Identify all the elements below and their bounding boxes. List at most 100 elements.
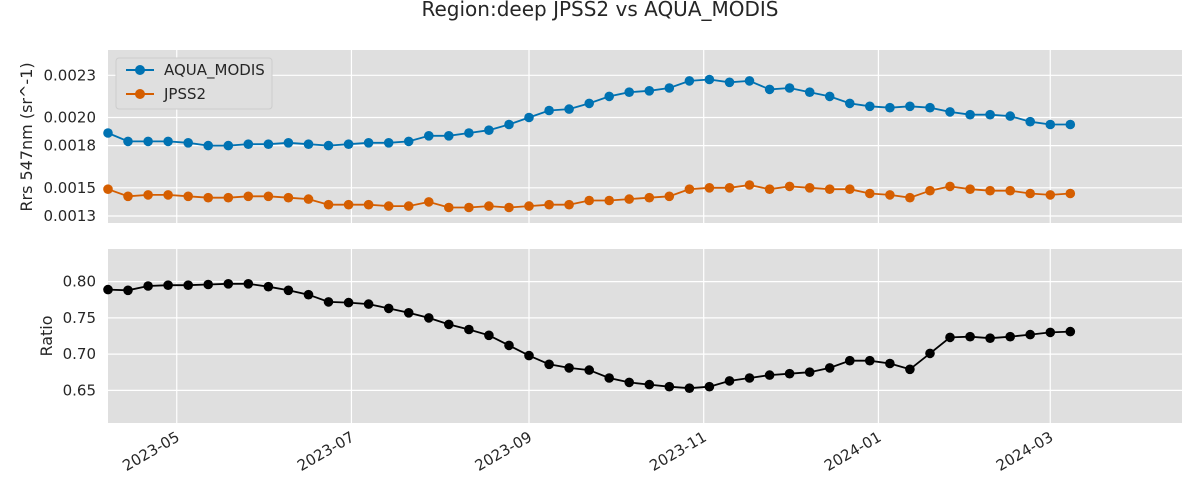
- ratio-point: [764, 370, 775, 380]
- aqua-modis-point: [383, 138, 394, 148]
- ratio-point: [744, 373, 755, 383]
- jpss2-point: [564, 199, 574, 210]
- legend-marker-jpss2: [135, 89, 145, 99]
- legend-box: [115, 57, 273, 110]
- jpss2-point: [343, 199, 354, 210]
- ratio-point: [945, 332, 955, 343]
- jpss2-point: [403, 201, 414, 211]
- aqua-modis-point: [123, 136, 133, 147]
- jpss2-point: [1065, 188, 1076, 199]
- jpss2-point: [103, 184, 113, 194]
- x-tick-label: 2023-09: [472, 428, 535, 475]
- ratio-gridlines: [108, 249, 1182, 423]
- jpss2-point: [804, 183, 815, 193]
- aqua-modis-point: [945, 107, 955, 117]
- ratio-point: [183, 280, 193, 291]
- rrs-panel: 0.0013 0.0015 0.0018 0.0020 0.0023 Rrs 547nm…: [17, 50, 1182, 225]
- jpss2-point: [123, 191, 133, 202]
- aqua-modis-point: [484, 125, 494, 135]
- jpss2-point: [664, 191, 675, 202]
- jpss2-point: [524, 201, 534, 211]
- rrs-y-axis-label: Rrs 547nm (sr^-1): [17, 62, 36, 211]
- aqua-modis-point: [424, 131, 434, 141]
- ratio-point: [524, 350, 534, 361]
- rrs-y-tick-label: 0.0013: [44, 207, 97, 225]
- aqua-modis-point: [604, 91, 614, 102]
- ratio-point: [865, 355, 875, 366]
- ratio-point: [343, 297, 354, 308]
- jpss2-point: [965, 184, 975, 194]
- aqua-modis-point: [824, 91, 835, 102]
- ratio-point: [584, 365, 594, 375]
- ratio-point: [323, 297, 334, 307]
- jpss2-point: [584, 195, 594, 206]
- jpss2-point: [945, 181, 955, 192]
- jpss2-point: [644, 192, 655, 203]
- jpss2-point: [865, 188, 875, 199]
- aqua-modis-point: [203, 140, 213, 151]
- ratio-point: [644, 379, 655, 390]
- ratio-point: [1005, 331, 1015, 342]
- ratio-point: [985, 333, 995, 344]
- rrs-y-tick-label: 0.0020: [44, 109, 97, 127]
- x-tick-label: 2023-05: [119, 428, 182, 475]
- aqua-modis-point: [764, 84, 775, 95]
- chart-title: Region:deep JPSS2 vs AQUA_MODIS: [422, 0, 779, 21]
- ratio-point: [504, 340, 514, 351]
- ratio-point: [263, 281, 274, 292]
- ratio-panel: 0.65 0.70 0.75 0.80 Ratio: [37, 249, 1182, 423]
- aqua-modis-point: [464, 128, 474, 138]
- ratio-point: [424, 313, 434, 323]
- aqua-modis-point: [163, 136, 173, 147]
- ratio-point: [1025, 329, 1035, 340]
- ratio-point: [544, 359, 554, 370]
- aqua-modis-point: [103, 128, 113, 138]
- ratio-point: [905, 364, 915, 375]
- aqua-modis-point: [744, 76, 755, 86]
- ratio-point: [965, 331, 975, 342]
- aqua-modis-point: [243, 139, 254, 149]
- ratio-point: [1065, 326, 1076, 337]
- rrs-series-points: [103, 74, 1076, 213]
- ratio-point: [163, 280, 173, 291]
- legend-item-aqua-modis: AQUA_MODIS: [126, 61, 265, 80]
- aqua-modis-point: [925, 102, 935, 113]
- aqua-modis-point: [784, 83, 795, 93]
- legend: AQUA_MODIS JPSS2: [115, 57, 273, 110]
- ratio-point: [383, 303, 394, 314]
- aqua-modis-point: [524, 112, 534, 123]
- aqua-modis-point: [965, 109, 975, 120]
- jpss2-point: [243, 191, 254, 202]
- jpss2-point: [504, 202, 514, 213]
- ratio-point: [724, 376, 735, 386]
- rrs-y-tick-label: 0.0018: [44, 137, 97, 155]
- ratio-point: [283, 285, 294, 296]
- jpss2-point: [1025, 188, 1035, 199]
- jpss2-point: [845, 184, 855, 194]
- aqua-modis-point: [644, 86, 655, 96]
- jpss2-point: [724, 183, 735, 193]
- aqua-modis-point: [624, 87, 634, 97]
- ratio-y-tick-label: 0.65: [63, 381, 96, 399]
- jpss2-point: [484, 201, 494, 211]
- jpss2-point: [824, 184, 835, 194]
- aqua-modis-point: [183, 138, 193, 148]
- ratio-point: [464, 324, 474, 335]
- jpss2-point: [323, 199, 334, 210]
- jpss2-point: [303, 194, 314, 204]
- aqua-modis-point: [263, 139, 274, 149]
- jpss2-point: [784, 181, 795, 192]
- ratio-point: [103, 284, 113, 295]
- jpss2-point: [604, 195, 614, 206]
- aqua-modis-point: [363, 138, 374, 148]
- jpss2-point: [885, 190, 895, 200]
- jpss2-point: [764, 184, 775, 194]
- jpss2-point: [684, 184, 695, 194]
- ratio-point: [925, 348, 935, 359]
- aqua-modis-point: [664, 83, 675, 93]
- ratio-point: [143, 281, 153, 291]
- aqua-modis-point: [444, 131, 454, 141]
- jpss2-point: [925, 185, 935, 196]
- ratio-point: [484, 330, 494, 341]
